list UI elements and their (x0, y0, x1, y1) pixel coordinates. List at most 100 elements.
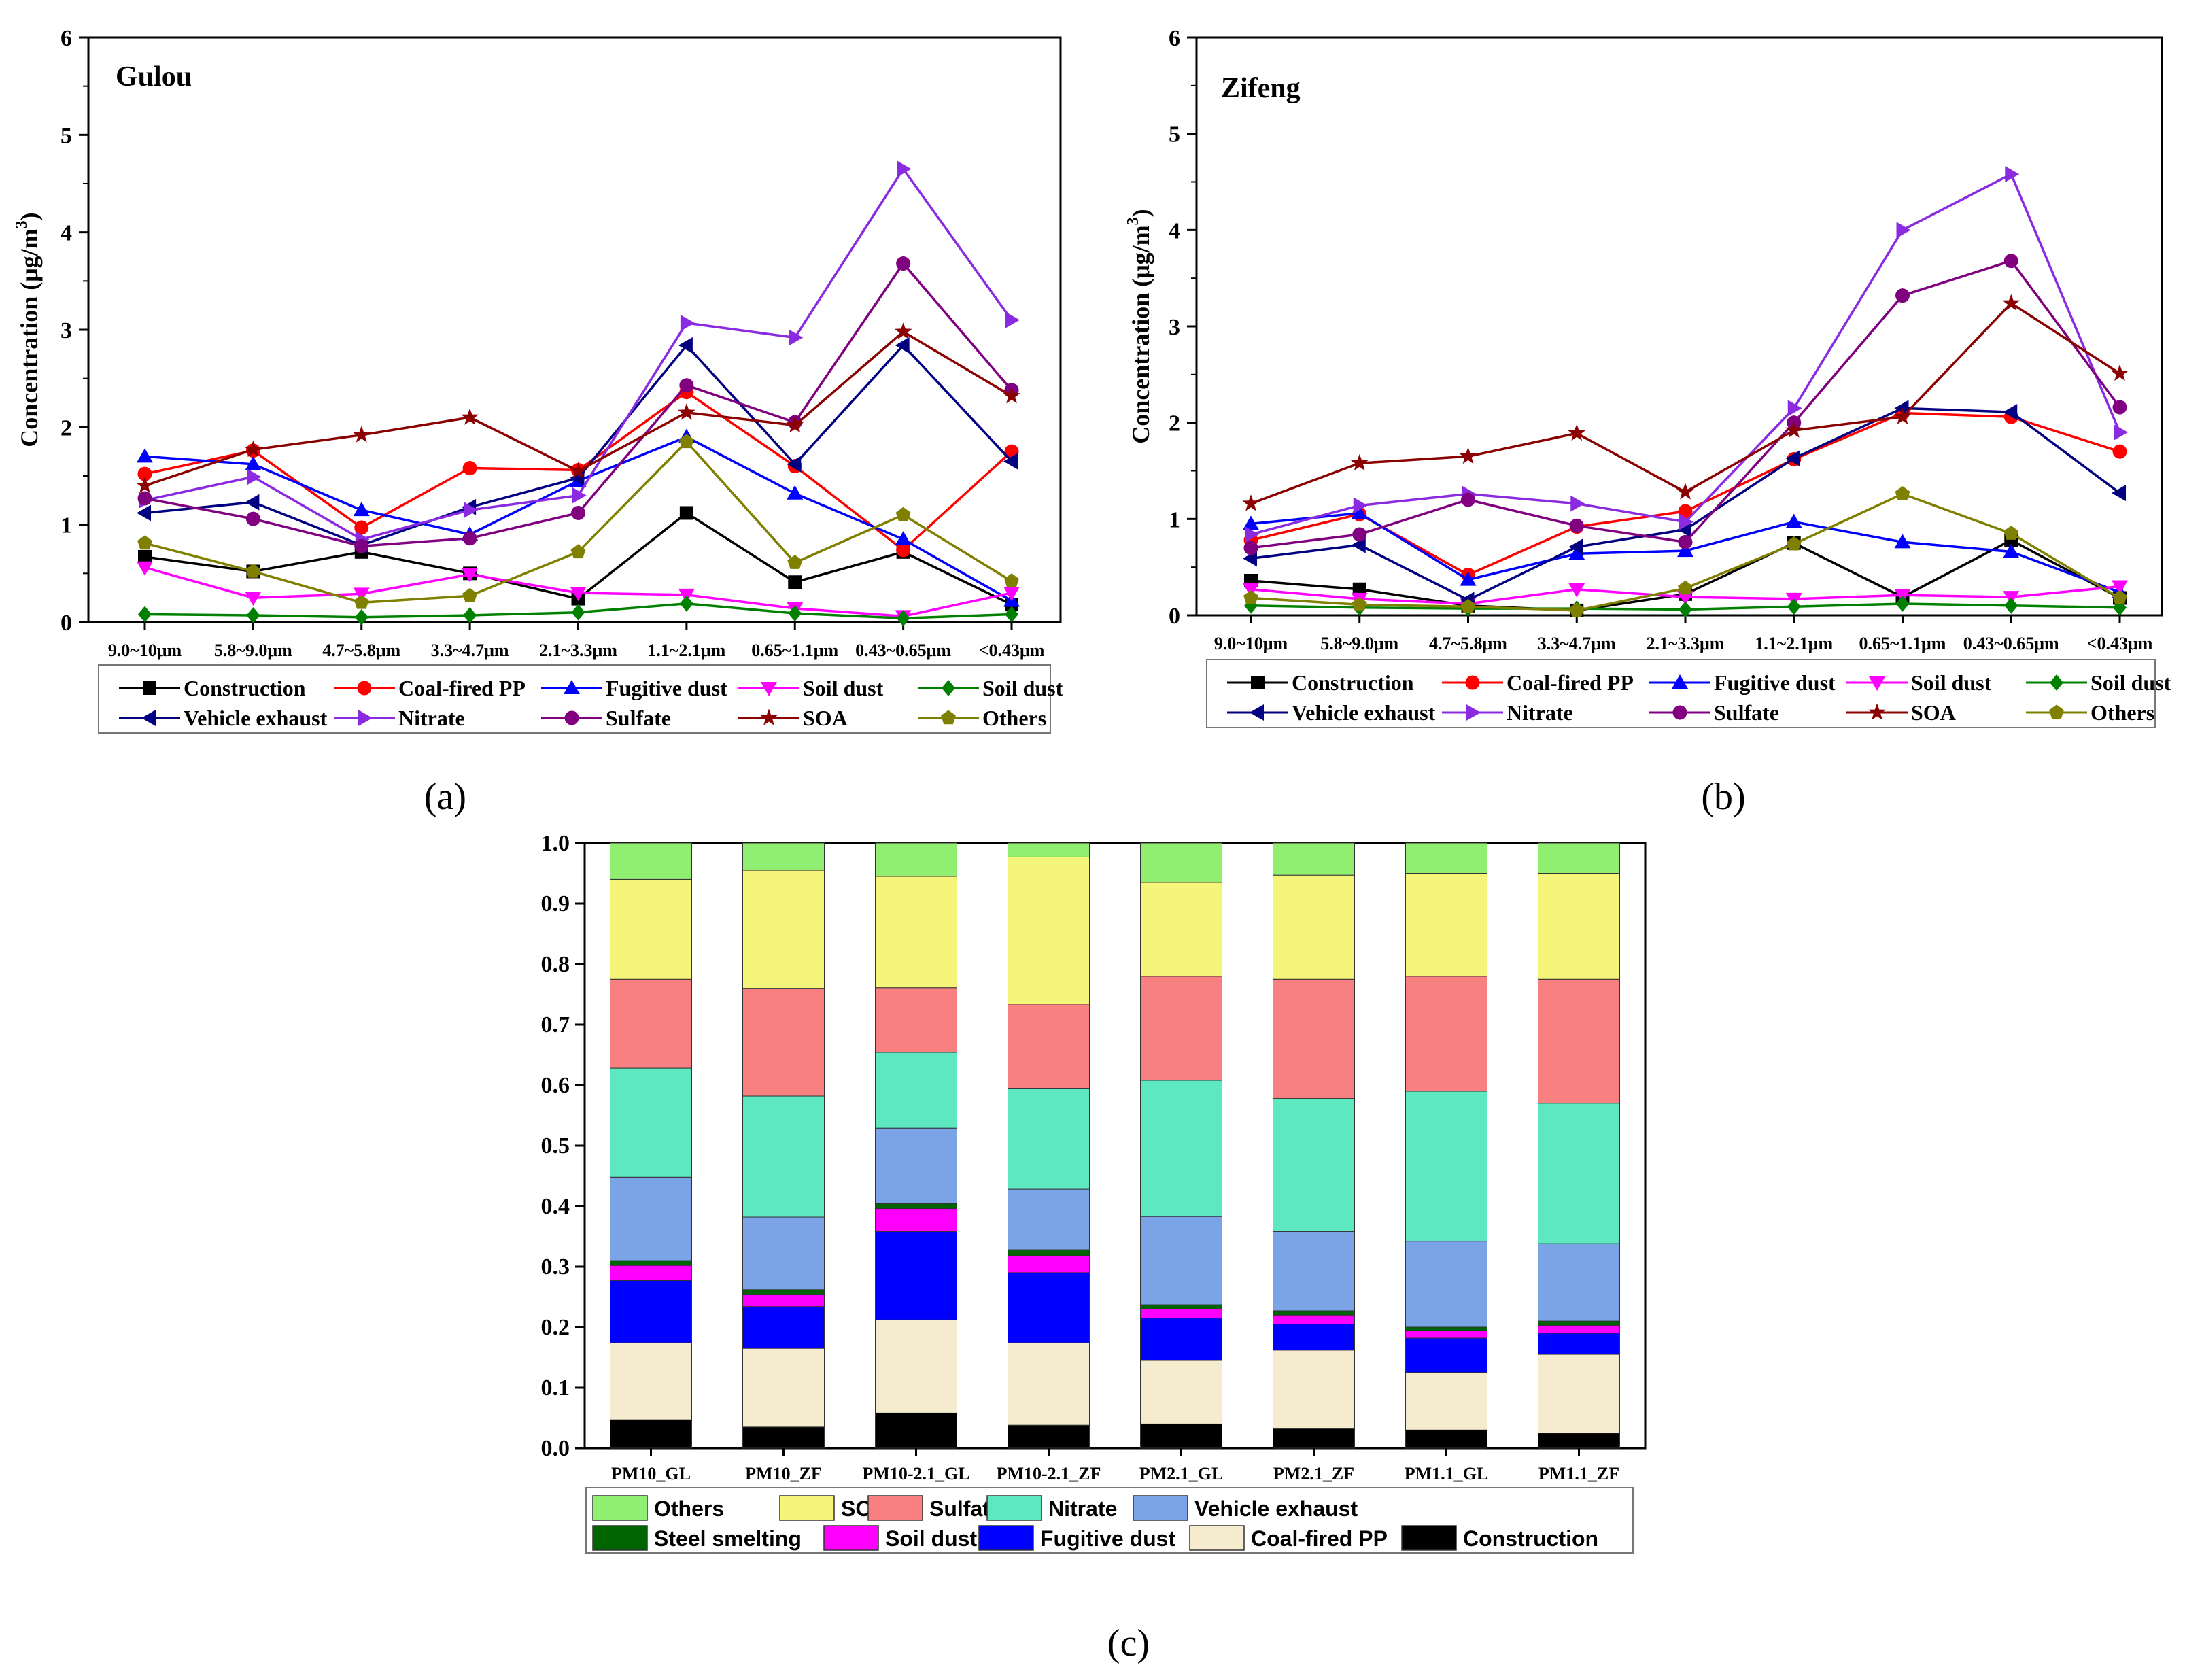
data-point (1003, 587, 1020, 601)
data-point (1568, 545, 1585, 560)
series-line-sulfate (144, 261, 1013, 547)
legend-label: Others (982, 706, 1046, 730)
legend-label: Vehicle exhaust (1292, 700, 1436, 725)
legend-label: Coal-fired PP (1251, 1526, 1388, 1551)
data-point (462, 587, 478, 602)
legend-marker (1250, 704, 1264, 721)
legend-swatch-vehicle-exhaust (1133, 1495, 1188, 1521)
x-tick-label: 0.43~0.65μm (1963, 634, 2059, 653)
bar-segment-construction (742, 1426, 825, 1449)
data-point (1785, 450, 1800, 467)
legend-marker (1869, 676, 1885, 691)
data-point (2005, 166, 2020, 183)
legend-swatch-steel-smelting (592, 1525, 648, 1551)
x-tick-label: PM10-2.1_GL (862, 1464, 969, 1484)
bar-segment-nitrate (610, 1067, 692, 1178)
data-point (1003, 453, 1018, 470)
chart-title: Zifeng (1221, 73, 1301, 104)
legend-marker (941, 710, 956, 725)
series-soa (1242, 294, 2129, 511)
data-point (569, 462, 587, 479)
data-point (245, 592, 262, 606)
data-point (462, 461, 477, 476)
data-point (1569, 602, 1585, 617)
data-point (789, 329, 804, 346)
y-tick-label: 0.1 (541, 1375, 570, 1401)
data-point (1568, 538, 1583, 555)
bar-segment-others (1008, 842, 1090, 857)
bar-segment-nitrate (1008, 1088, 1090, 1190)
bar-segment-steel-smelting (610, 1260, 692, 1266)
bar-segment-vehicle-exhaust (742, 1216, 825, 1290)
data-point (679, 595, 693, 612)
x-tick-label: 4.7~5.8μm (1429, 634, 1507, 653)
data-point (1894, 400, 1909, 417)
data-point (1351, 504, 1368, 519)
data-point (2003, 543, 2020, 558)
legend-marker (761, 682, 777, 696)
data-point (1243, 590, 1258, 604)
data-point (137, 504, 151, 521)
data-point (1461, 492, 1475, 507)
data-point (1460, 571, 1477, 586)
bar-segment-construction (1140, 1423, 1222, 1449)
bar-segment-coal-fired-pp (1008, 1342, 1090, 1426)
x-tick-label: 5.8~9.0μm (1320, 634, 1398, 653)
x-tick-label: 1.1~2.1μm (1755, 634, 1833, 653)
y-axis-label: Concentration (μg/m3) (1124, 209, 1154, 443)
x-tick-label: PM1.1_GL (1405, 1464, 1489, 1484)
line-chart-zifeng: 0 1 2 3 4 5 6 9.0~10μm 5.8~9.0μm 4.7~5.8μm 3.3~4.7… (1124, 26, 2171, 728)
y-axis-label-sup: 3 (1124, 217, 1142, 225)
data-point (247, 468, 262, 485)
legend-marker (1466, 704, 1481, 721)
legend-marker (1868, 703, 1886, 720)
data-point (353, 502, 370, 517)
bar-segment-others (875, 842, 957, 877)
x-tick-label: PM2.1_ZF (1273, 1464, 1354, 1484)
bar-segment-construction (1008, 1424, 1090, 1449)
data-point (1570, 495, 1585, 512)
bar-segment-fugitive-dust (742, 1306, 825, 1349)
x-tick-label: 1.1~2.1μm (647, 640, 725, 660)
data-point (1895, 486, 1910, 500)
data-point (1894, 534, 1911, 549)
bar-segment-steel-smelting (1008, 1249, 1090, 1256)
y-tick-label: 3 (61, 318, 72, 343)
data-point (896, 543, 911, 558)
data-point (679, 506, 693, 520)
bar-segment-fugitive-dust (1140, 1318, 1222, 1361)
legend-label: Vehicle exhaust (1194, 1496, 1358, 1521)
data-point (1785, 421, 1803, 438)
bar-segment-soa (875, 876, 957, 989)
data-point (2003, 404, 2018, 421)
data-point (894, 322, 912, 339)
legend-label: Fugitive dust (1714, 670, 1836, 695)
legend-marker (1251, 676, 1265, 689)
data-point (137, 561, 153, 576)
data-point (1895, 596, 1910, 612)
bar-segment-fugitive-dust (875, 1231, 957, 1320)
legend-label: Soil dust (803, 676, 884, 700)
legend-label: Soil dust (885, 1526, 977, 1551)
y-tick-label: 0.3 (541, 1254, 570, 1280)
data-point (1786, 536, 1802, 551)
x-tick-label: PM10_GL (611, 1464, 691, 1484)
bar-segment-fugitive-dust (610, 1280, 692, 1343)
data-point (572, 487, 587, 504)
legend-label: Soil dust (982, 676, 1063, 700)
bar-segment-nitrate (1538, 1103, 1620, 1244)
y-tick-label: 6 (61, 26, 72, 51)
y-tick-label: 0.8 (541, 952, 570, 977)
data-point (678, 403, 695, 420)
legend-label: Coal-fired PP (398, 676, 526, 700)
data-point (354, 538, 369, 553)
y-tick-label: 5 (61, 123, 72, 148)
y-tick-label: 1 (1169, 507, 1180, 532)
data-point (2112, 400, 2127, 415)
bar-segment-nitrate (1405, 1091, 1487, 1242)
legend-label: Coal-fired PP (1507, 670, 1634, 695)
bar-segment-nitrate (875, 1052, 957, 1129)
bar-segment-others (1405, 842, 1487, 874)
bar-segment-soil-dust (875, 1208, 957, 1232)
